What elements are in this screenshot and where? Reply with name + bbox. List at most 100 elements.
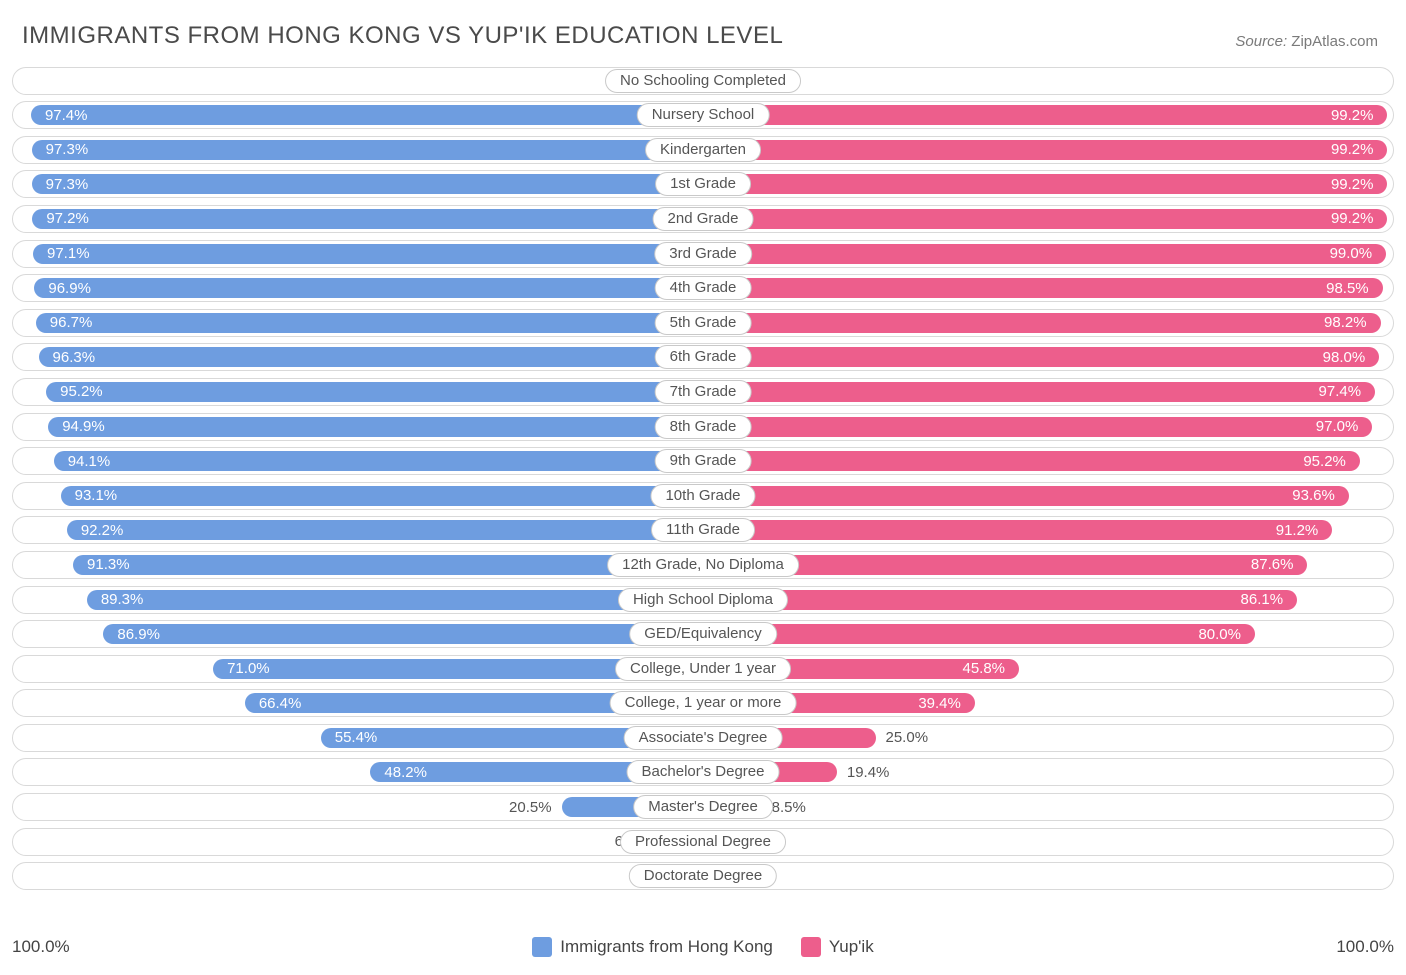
bar-left <box>32 174 703 194</box>
category-label: 12th Grade, No Diploma <box>607 553 799 577</box>
chart-row: 20.5%8.5%Master's Degree <box>12 793 1394 821</box>
value-left: 96.7% <box>36 310 93 336</box>
value-right: 99.2% <box>1331 102 1388 128</box>
category-label: 1st Grade <box>655 172 751 196</box>
value-left: 97.3% <box>32 137 89 163</box>
value-left: 95.2% <box>46 379 103 405</box>
value-left: 94.9% <box>48 414 105 440</box>
value-left: 97.1% <box>33 241 90 267</box>
value-left: 96.3% <box>39 344 96 370</box>
value-left: 97.3% <box>32 171 89 197</box>
chart-row: 96.3% 98.0% 6th Grade <box>12 343 1394 371</box>
value-right: 99.0% <box>1330 241 1387 267</box>
chart-row: 89.3% 86.1% High School Diploma <box>12 586 1394 614</box>
bar-right <box>703 174 1387 194</box>
source-label: Source: <box>1235 33 1287 50</box>
value-right: 25.0% <box>876 725 929 751</box>
value-left: 55.4% <box>321 725 378 751</box>
category-label: Kindergarten <box>645 138 761 162</box>
category-label: GED/Equivalency <box>629 622 777 646</box>
chart-row: 91.3%87.6%12th Grade, No Diploma <box>12 551 1394 579</box>
chart-row: 6.4%2.9%Professional Degree <box>12 828 1394 856</box>
value-right: 97.4% <box>1319 379 1376 405</box>
value-right: 98.5% <box>1326 275 1383 301</box>
value-right: 99.2% <box>1331 206 1388 232</box>
bar-right <box>703 382 1375 402</box>
chart-row: 97.1% 99.0% 3rd Grade <box>12 240 1394 268</box>
value-left: 96.9% <box>34 275 91 301</box>
value-left: 94.1% <box>54 448 111 474</box>
value-right: 86.1% <box>1241 587 1298 613</box>
bar-right <box>703 140 1387 160</box>
bar-left <box>32 140 703 160</box>
bar-left <box>46 382 703 402</box>
chart-row: 93.1%93.6%10th Grade <box>12 482 1394 510</box>
value-right: 80.0% <box>1198 621 1255 647</box>
bar-right <box>703 417 1372 437</box>
bar-right <box>703 486 1349 506</box>
legend-item-left: Immigrants from Hong Kong <box>532 937 773 957</box>
bar-left <box>48 417 703 437</box>
bar-left <box>61 486 703 506</box>
chart-stage: IMMIGRANTS FROM HONG KONG VS YUP'IK EDUC… <box>0 0 1406 975</box>
chart-title: IMMIGRANTS FROM HONG KONG VS YUP'IK EDUC… <box>22 22 783 50</box>
category-label: College, Under 1 year <box>615 657 791 681</box>
bar-left <box>32 209 703 229</box>
chart-row: 86.9%80.0%GED/Equivalency <box>12 620 1394 648</box>
chart-row: 71.0%45.8%College, Under 1 year <box>12 655 1394 683</box>
chart-row: 2.8%1.3%Doctorate Degree <box>12 862 1394 890</box>
chart-row: 55.4% 25.0% Associate's Degree <box>12 724 1394 752</box>
category-label: Professional Degree <box>620 830 786 854</box>
category-label: High School Diploma <box>618 588 788 612</box>
category-label: Doctorate Degree <box>629 864 777 888</box>
category-label: Associate's Degree <box>624 726 783 750</box>
category-label: 5th Grade <box>655 311 752 335</box>
chart-footer: 100.0% Immigrants from Hong Kong Yup'ik … <box>12 937 1394 957</box>
legend: Immigrants from Hong Kong Yup'ik <box>532 937 873 957</box>
chart-row: 94.1%95.2%9th Grade <box>12 447 1394 475</box>
category-label: 2nd Grade <box>653 207 754 231</box>
bar-right <box>703 244 1386 264</box>
category-label: No Schooling Completed <box>605 69 801 93</box>
chart-row: 96.9% 98.5% 4th Grade <box>12 274 1394 302</box>
bar-right <box>703 105 1387 125</box>
bar-left <box>39 347 703 367</box>
value-right: 19.4% <box>837 759 890 785</box>
category-label: 10th Grade <box>650 484 755 508</box>
value-left: 89.3% <box>87 587 144 613</box>
bar-right <box>703 590 1297 610</box>
chart-row: 97.2% 99.2% 2nd Grade <box>12 205 1394 233</box>
category-label: 3rd Grade <box>654 242 752 266</box>
legend-swatch-left <box>532 937 552 957</box>
chart-row: 66.4%39.4%College, 1 year or more <box>12 689 1394 717</box>
axis-right-max: 100.0% <box>1336 937 1394 957</box>
bar-right <box>703 278 1383 298</box>
category-label: Bachelor's Degree <box>627 760 780 784</box>
value-left: 97.2% <box>32 206 89 232</box>
bar-right <box>703 209 1387 229</box>
value-right: 98.0% <box>1323 344 1380 370</box>
category-label: 6th Grade <box>655 345 752 369</box>
value-right: 39.4% <box>918 690 975 716</box>
chart-row: 97.3%99.2%Kindergarten <box>12 136 1394 164</box>
chart-source: Source: ZipAtlas.com <box>1235 33 1378 50</box>
value-left: 92.2% <box>67 517 124 543</box>
axis-left-max: 100.0% <box>12 937 70 957</box>
category-label: 11th Grade <box>651 518 755 542</box>
value-left: 71.0% <box>213 656 270 682</box>
category-label: 9th Grade <box>655 449 752 473</box>
value-left: 91.3% <box>73 552 130 578</box>
bar-right <box>703 624 1255 644</box>
legend-label-left: Immigrants from Hong Kong <box>560 937 773 957</box>
value-right: 98.2% <box>1324 310 1381 336</box>
chart-row: 97.4%99.2%Nursery School <box>12 101 1394 129</box>
legend-swatch-right <box>801 937 821 957</box>
bar-left <box>31 105 703 125</box>
category-label: 4th Grade <box>655 276 752 300</box>
chart-row: 92.2%91.2%11th Grade <box>12 516 1394 544</box>
source-value: ZipAtlas.com <box>1291 33 1378 50</box>
header: IMMIGRANTS FROM HONG KONG VS YUP'IK EDUC… <box>0 0 1406 56</box>
value-left: 20.5% <box>509 794 562 820</box>
bar-right <box>703 520 1332 540</box>
bar-left <box>103 624 703 644</box>
